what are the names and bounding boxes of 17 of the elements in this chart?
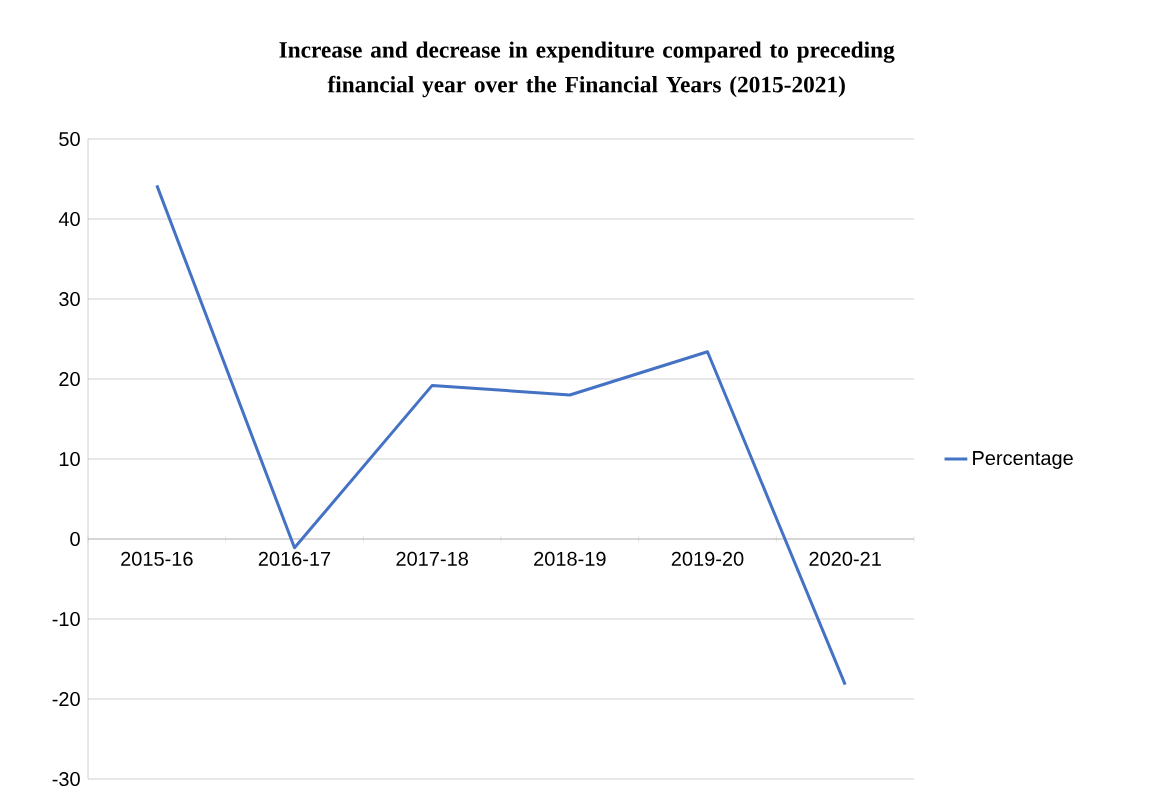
y-tick-label: -10 [52, 611, 80, 627]
y-tick-label: 50 [59, 131, 80, 147]
x-tick-label: 2016-17 [258, 551, 331, 566]
x-tick-label: 2015-16 [121, 551, 193, 566]
x-tick-label: 2017-18 [396, 551, 468, 566]
legend-label: Percentage [973, 451, 1073, 470]
chart-title: Increase and decrease in expenditure compared to preceding financial year over the Financial Years (2015-2021) [279, 41, 895, 98]
y-tick-label: 0 [70, 531, 80, 547]
y-tick-label: -20 [52, 691, 80, 707]
x-tick-label: 2018-19 [534, 551, 606, 566]
x-tick-label: 2019-20 [671, 551, 744, 566]
y-tick-label: 10 [59, 451, 80, 467]
y-tick-label: 20 [59, 371, 80, 387]
y-tick-label: 30 [59, 291, 80, 307]
y-tick-label: -30 [52, 771, 80, 787]
y-tick-label: 40 [58, 211, 80, 227]
x-tick-label: 2020-21 [809, 551, 881, 566]
